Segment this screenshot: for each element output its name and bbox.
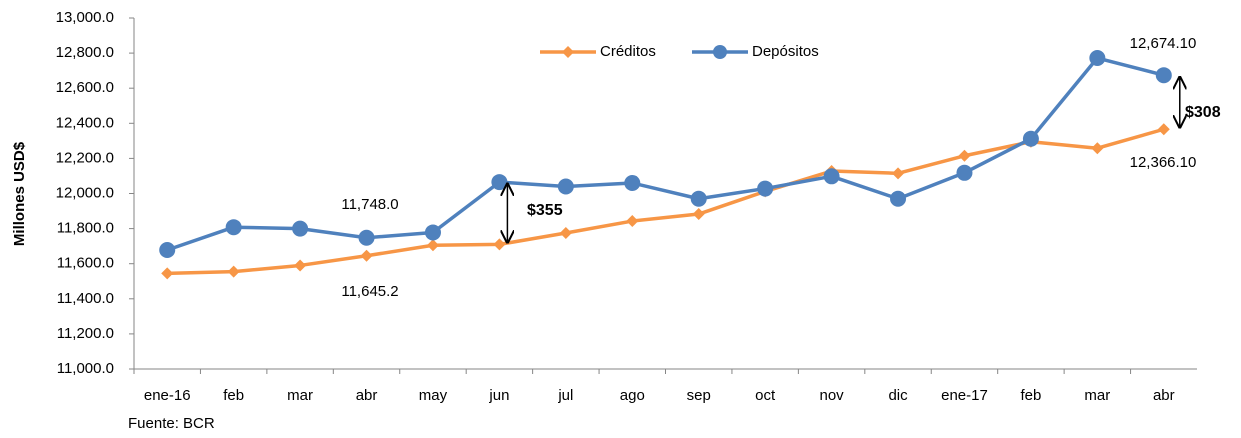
x-tick-label: abr [356, 387, 378, 404]
y-axis-label: Millones USD$ [11, 141, 28, 246]
annotation: 11,645.2 [341, 283, 398, 300]
point [424, 224, 441, 241]
point [890, 190, 907, 207]
x-tick-label: ene-17 [941, 387, 988, 404]
point [225, 219, 242, 236]
point [626, 215, 639, 228]
point [956, 164, 973, 181]
x-tick-label: jul [557, 387, 573, 404]
y-tick-label: 11,600.0 [57, 255, 114, 272]
point [892, 167, 905, 180]
y-tick-label: 12,800.0 [56, 44, 114, 61]
point [358, 229, 375, 246]
x-tick-label: jun [488, 387, 509, 404]
x-tick-label: feb [1020, 387, 1041, 404]
series-line [167, 127, 1165, 276]
point [159, 242, 176, 259]
y-tick-label: 11,200.0 [57, 325, 114, 342]
x-tick-label: abr [1153, 387, 1175, 404]
y-tick-label: 11,800.0 [57, 220, 114, 237]
point [559, 226, 572, 239]
point [1091, 142, 1104, 155]
point [360, 249, 373, 262]
annotation: $308 [1185, 104, 1221, 121]
legend-label: Depósitos [752, 43, 819, 60]
point [1155, 67, 1172, 84]
point [493, 238, 506, 251]
x-tick-label: oct [755, 387, 776, 404]
annotation: 12,674.10 [1130, 35, 1197, 52]
point [1022, 130, 1039, 147]
point [491, 174, 508, 191]
y-tick-label: 13,000.0 [56, 9, 114, 26]
x-tick-label: ago [620, 387, 645, 404]
legend-marker [713, 45, 727, 59]
series-line [166, 56, 1165, 252]
x-tick-label: may [419, 387, 448, 404]
annotation: $355 [527, 202, 563, 219]
x-tick-label: mar [1084, 387, 1110, 404]
point [1157, 123, 1170, 136]
point [624, 174, 641, 191]
point [161, 267, 174, 280]
point [1089, 50, 1106, 67]
x-tick-label: nov [820, 387, 845, 404]
source: Fuente: BCR [128, 415, 215, 432]
point [426, 239, 439, 252]
point [958, 149, 971, 162]
y-tick-label: 12,400.0 [56, 114, 114, 131]
x-tick-label: feb [223, 387, 244, 404]
y-tick-label: 12,200.0 [56, 149, 114, 166]
point [823, 168, 840, 185]
point [292, 220, 309, 237]
point [227, 265, 240, 278]
y-tick-label: 11,000.0 [57, 360, 114, 377]
y-tick-label: 11,400.0 [57, 290, 114, 307]
x-tick-label: ene-16 [144, 387, 191, 404]
x-tick-label: dic [888, 387, 908, 404]
point [690, 190, 707, 207]
annotation: 12,366.10 [1130, 154, 1197, 171]
point [294, 259, 307, 272]
point [557, 178, 574, 195]
x-tick-label: mar [287, 387, 313, 404]
x-tick-label: sep [687, 387, 711, 404]
y-tick-label: 12,000.0 [56, 184, 114, 201]
point [757, 180, 774, 197]
y-tick-label: 12,600.0 [56, 79, 114, 96]
point [692, 208, 705, 221]
legend-label: Créditos [600, 43, 656, 60]
legend-marker [562, 46, 574, 58]
annotation: 11,748.0 [341, 196, 398, 213]
